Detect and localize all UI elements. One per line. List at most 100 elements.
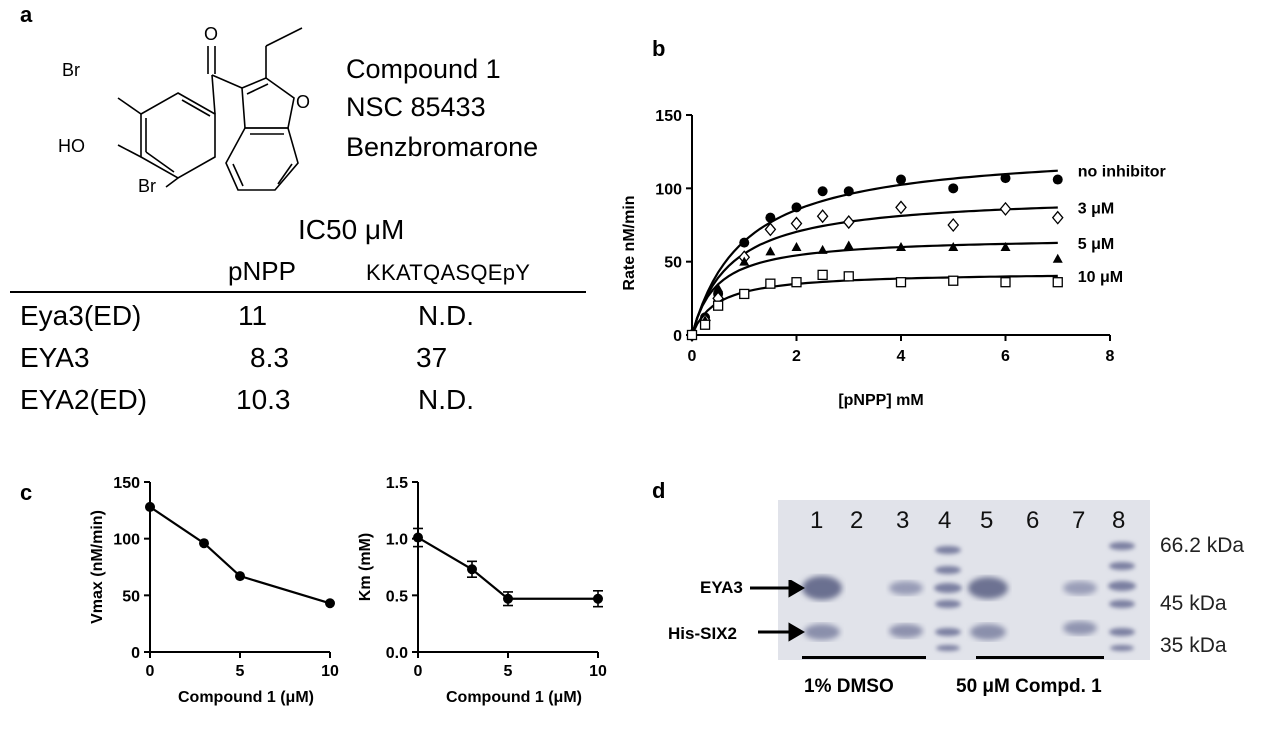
data-point — [765, 278, 776, 289]
carbonyl-oxygen-label: O — [204, 24, 218, 44]
gel-lane-number: 4 — [938, 507, 952, 534]
data-point — [1000, 277, 1011, 288]
data-point — [843, 186, 854, 197]
band-label-eya3: EYA3 — [700, 578, 743, 597]
x-tick-label: 10 — [589, 663, 607, 680]
ic50-table-rule — [10, 291, 586, 293]
data-point — [739, 256, 750, 266]
data-point — [739, 237, 750, 248]
data-point — [895, 277, 907, 288]
panel-label-a: a — [20, 2, 33, 27]
data-point — [948, 242, 959, 251]
band-label-his-six2: His-SIX2 — [668, 624, 737, 643]
marker-label: 35 kDa — [1160, 634, 1227, 657]
ic50-row-name: Eya3(ED) — [20, 300, 142, 331]
data-point — [999, 201, 1012, 216]
x-tick-label: 0 — [146, 663, 155, 680]
data-point — [791, 277, 802, 288]
gel-image — [778, 500, 1150, 660]
chemical-structure: Br HO Br O O — [58, 24, 310, 196]
group-bar-dmso — [802, 656, 926, 659]
x-tick-label: 6 — [1001, 348, 1010, 365]
ic50-column-peptide: KKATQASQEpY — [366, 260, 531, 285]
ic50-row-peptide: 37 — [416, 342, 448, 373]
data-point — [817, 269, 828, 281]
group-bar-compound — [976, 656, 1104, 659]
data-point — [816, 209, 829, 224]
data-point — [1052, 277, 1063, 288]
data-point — [948, 183, 959, 194]
hydroxyl-label: HO — [58, 136, 85, 156]
data-point — [765, 212, 776, 223]
arrow-right-icon — [788, 580, 805, 598]
data-point — [1052, 174, 1063, 185]
y-tick-label: 0.5 — [386, 588, 408, 605]
x-tick-label: 2 — [792, 348, 801, 365]
data-point — [1000, 173, 1011, 184]
data-point — [325, 598, 335, 609]
ic50-row-peptide: N.D. — [418, 300, 474, 331]
gel-lane-number: 2 — [850, 507, 864, 534]
data-point — [843, 271, 854, 282]
group-label-dmso: 1% DMSO — [804, 676, 894, 697]
fit-curve — [691, 274, 1058, 336]
data-point — [467, 564, 477, 575]
x-tick-label: 4 — [897, 348, 906, 365]
y-tick-label: 1.5 — [386, 475, 408, 492]
data-point — [817, 186, 828, 197]
data-line — [149, 506, 331, 605]
data-point — [1051, 210, 1064, 225]
data-point — [817, 244, 828, 254]
x-tick-label: 5 — [504, 663, 513, 680]
ic50-row-name: EYA3 — [20, 342, 90, 373]
data-point — [791, 202, 802, 213]
km-chart: 0 5 10 0.0 0.5 1.0 1.5 Compound 1 (μM) Km (mM) — [357, 475, 607, 706]
data-point — [895, 200, 907, 215]
data-point — [739, 288, 750, 300]
x-axis-label: [pNPP] mM — [838, 392, 923, 409]
gel-lane-number: 6 — [1026, 507, 1040, 534]
data-point — [948, 275, 959, 286]
series-label: 5 μM — [1078, 236, 1114, 253]
x-tick-label: 10 — [321, 663, 339, 680]
x-axis-label: Compound 1 (μM) — [178, 689, 314, 706]
y-tick-label: 150 — [655, 108, 682, 125]
data-point — [712, 300, 724, 311]
data-point — [790, 216, 803, 231]
group-label-compound: 50 μM Compd. 1 — [956, 676, 1102, 697]
y-tick-label: 0 — [673, 328, 682, 345]
arrow-right-icon — [788, 622, 805, 642]
y-tick-label: 0 — [131, 645, 140, 662]
ic50-row-name: EYA2(ED) — [20, 384, 148, 415]
ic50-row-peptide: N.D. — [418, 384, 474, 415]
data-point — [593, 593, 603, 604]
data-point — [1000, 242, 1011, 251]
compound-name-2: NSC 85433 — [346, 92, 486, 122]
gel-lane-number: 7 — [1072, 507, 1086, 534]
data-point — [1052, 253, 1063, 263]
data-point — [199, 538, 209, 549]
series-label: no inhibitor — [1078, 164, 1166, 181]
furan-oxygen-label: O — [296, 92, 310, 112]
data-point — [947, 217, 960, 233]
data-point — [843, 240, 854, 250]
panel-label-c: c — [20, 480, 33, 505]
y-tick-label: 0.0 — [386, 645, 408, 662]
bromine-top-label: Br — [62, 60, 80, 80]
fit-curve — [690, 206, 1058, 336]
y-tick-label: 50 — [122, 588, 140, 605]
y-axis-label: Vmax (nM/min) — [89, 510, 106, 624]
x-axis-label: Compound 1 (μM) — [446, 689, 582, 706]
data-point — [764, 222, 777, 237]
gel-lane-number: 5 — [980, 507, 994, 534]
data-point — [413, 532, 423, 543]
series-label: 10 μM — [1078, 269, 1123, 286]
gel-lane-number: 8 — [1112, 507, 1126, 534]
data-line — [417, 536, 598, 600]
data-point — [503, 593, 513, 604]
data-point — [686, 329, 698, 341]
x-tick-label: 0 — [688, 348, 697, 365]
data-point — [699, 319, 711, 330]
y-tick-label: 100 — [113, 532, 140, 549]
